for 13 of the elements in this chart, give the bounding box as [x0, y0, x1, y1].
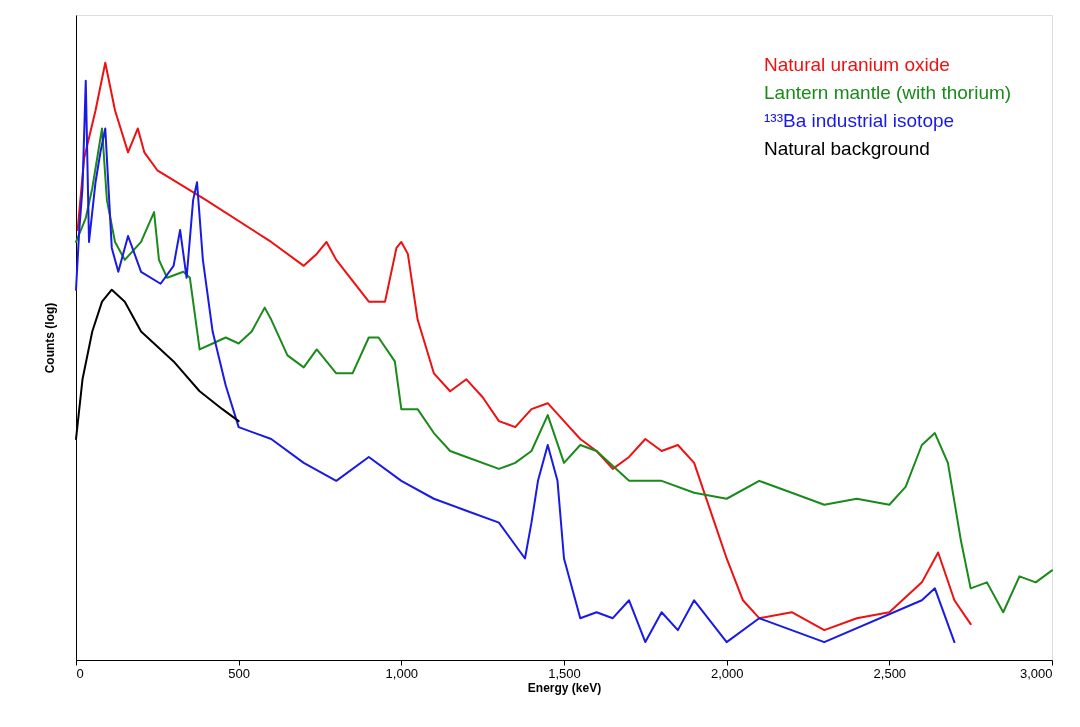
x-tick-label: 2,000 [710, 665, 744, 681]
x-tick-label: 1,500 [548, 665, 581, 681]
x-tick-label: 1,000 [385, 665, 419, 681]
text: ¹³³Ba industrial isotope [764, 109, 955, 131]
x-tick-label: 500 [228, 665, 251, 681]
text: Natural uranium oxide [764, 53, 950, 75]
y-axis-title: Counts (log) [42, 302, 57, 374]
text: Natural background [764, 137, 930, 159]
x-axis-title: Energy (keV) [527, 680, 602, 695]
x-tick-label: 0 [76, 665, 84, 681]
x-tick-label: 3,000 [1019, 665, 1053, 681]
text: Lantern mantle (with thorium) [764, 81, 1012, 103]
x-tick-label: 2,500 [873, 665, 907, 681]
